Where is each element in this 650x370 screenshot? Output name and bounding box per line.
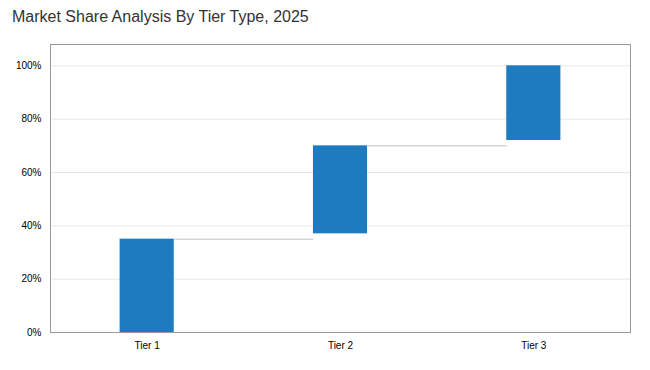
svg-text:100%: 100%	[16, 60, 42, 71]
svg-text:80%: 80%	[21, 113, 41, 124]
svg-text:Tier 1: Tier 1	[135, 340, 161, 351]
html-text:Market Share Analysis By Tier: Market Share Analysis By Tier Type, 2025	[12, 8, 309, 25]
svg-text:60%: 60%	[21, 167, 41, 178]
svg-text:40%: 40%	[21, 220, 41, 231]
svg-text:Tier 2: Tier 2	[328, 340, 354, 351]
svg-text:20%: 20%	[21, 273, 41, 284]
svg-text:0%: 0%	[27, 327, 42, 338]
svg-text:Tier 3: Tier 3	[521, 340, 547, 351]
